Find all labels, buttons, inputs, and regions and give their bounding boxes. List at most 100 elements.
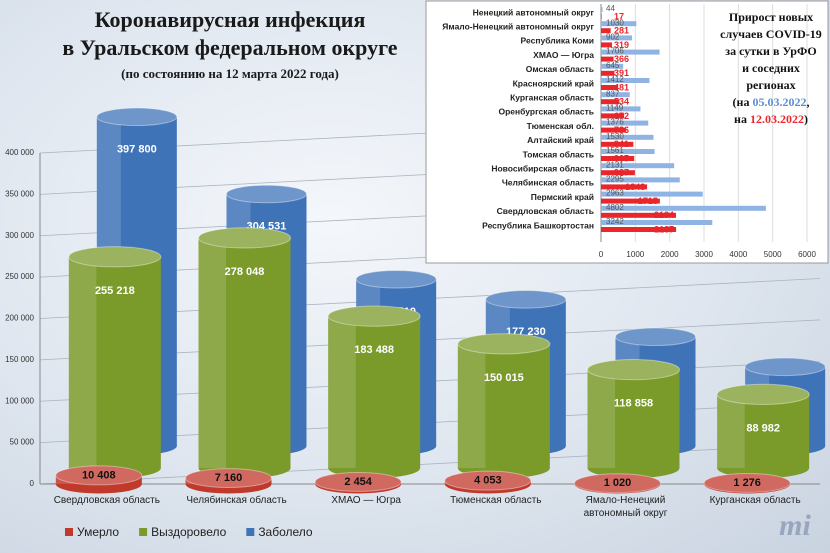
chart-subtitle: (по состоянию на 12 марта 2022 года) [121,66,339,81]
cylinder-body [587,369,680,468]
value-label: 4 053 [474,475,502,487]
x-tick-label: Курганская область [709,495,801,506]
y-tick-label: 300 000 [5,231,34,240]
cylinder-top [68,246,162,268]
y-tick-label: Оренбургская область [498,107,594,117]
cylinder-top-shine [587,359,680,380]
cylinder [68,246,162,479]
cylinder-body [717,394,810,468]
inset-title: случаев COVID-19 [720,27,822,41]
cylinder-top [485,290,567,309]
value-label: 3242 [606,217,624,226]
cylinder [574,473,661,494]
inset-date-note: на 12.03.2022) [734,112,808,126]
cylinder-top-shine [226,185,307,203]
cylinder-body [328,316,421,468]
value-label: 1715 [638,196,658,206]
y-tick-label: ХМАО — Югра [533,50,594,60]
y-tick-label: 250 000 [5,272,34,281]
inset-title: за сутки в УрФО [725,44,816,58]
cylinder [314,472,402,494]
cylinder-shade [717,394,745,468]
y-tick-label: 100 000 [5,396,34,405]
bar [601,85,618,90]
bar [601,14,602,19]
value-label: 2131 [606,160,624,169]
y-tick-label: 50 000 [10,438,35,447]
value-label: 2295 [606,175,624,184]
cylinder-top [444,470,532,491]
value-label: 967 [614,153,629,163]
value-label: 118 858 [614,398,653,410]
x-tick-label: ХМАО — Югра [331,495,401,506]
cylinder-top-shine [717,384,810,405]
y-tick-label: 400 000 [5,148,34,157]
cylinder-top-shine [356,270,437,289]
grid-line [39,443,821,485]
cylinder-top-shine [315,472,402,492]
y-tick-label: Ямало-Ненецкий автономный округ [442,21,594,31]
x-tick-label: 2000 [661,250,679,259]
value-label: 2187 [654,224,674,234]
value-label: 278 048 [225,266,265,278]
value-label: 7 160 [215,472,243,484]
logo: mi [779,509,811,542]
bar [601,149,655,154]
value-label: 2184 [654,210,674,220]
bar [601,127,627,133]
bar [601,78,650,83]
cylinder [716,383,810,479]
bar [601,70,615,76]
bar [601,99,620,105]
y-tick-label: Алтайский край [527,135,594,145]
cylinder-top-shine [55,465,142,485]
bar [601,28,611,34]
inset-title: и соседних [742,61,800,75]
y-tick-label: Республика Башкортостан [482,220,594,230]
cylinder-top-shine [185,468,272,488]
value-label: 837 [606,89,620,98]
bar [601,35,632,41]
value-label: 4802 [606,203,624,212]
cylinder [444,470,532,494]
value-label: 902 [606,33,620,42]
cylinder-top [55,465,143,486]
cylinder-top-shine [704,473,791,493]
value-label: 391 [614,68,629,78]
legend-label: Умерло [77,525,119,539]
cylinder-top-shine [457,333,550,354]
cylinder-shade [68,256,97,468]
value-label: 183 488 [354,344,394,356]
legend-swatch [246,528,255,536]
chart-title: Коронавирусная инфекция [95,7,366,32]
y-tick-label: Республика Коми [521,36,594,46]
bar [601,134,654,140]
cylinder [457,333,551,479]
y-tick-label: Ненецкий автономный округ [473,7,595,17]
cylinder [185,468,272,494]
bar [601,184,648,190]
y-tick-label: Челябинская область [502,178,594,188]
value-label: 17 [614,11,624,21]
inset-date-note: (на 05.03.2022, [733,95,810,109]
cylinder-shade [587,369,616,468]
bar [601,141,634,147]
bar [601,113,625,119]
value-label: 2963 [606,189,624,198]
cylinder-top [198,227,291,249]
bar [601,227,677,232]
bar [601,56,614,62]
cylinder-top [327,305,421,327]
cylinder-top [587,359,680,381]
cylinder [55,465,143,494]
bar [601,212,676,218]
cylinder-top-shine [615,327,696,346]
cylinder [327,305,421,479]
bar [601,220,713,225]
note-text: на [734,112,747,126]
cylinder-shade [328,316,356,468]
y-tick-label: 0 [30,479,35,488]
cylinder-top [744,357,826,377]
